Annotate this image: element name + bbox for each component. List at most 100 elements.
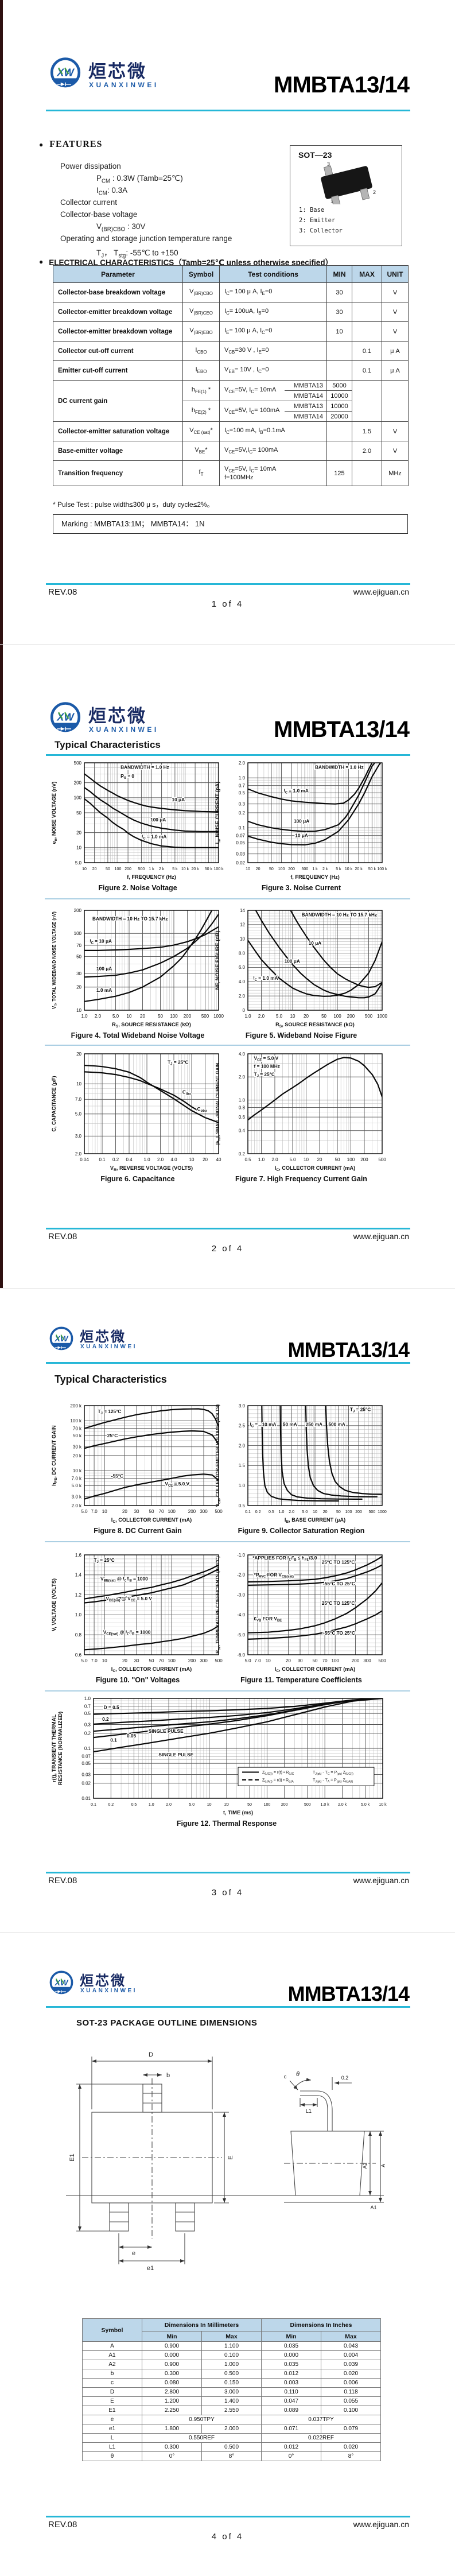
svg-text:-1.0: -1.0 [237,1553,245,1558]
svg-text:10: 10 [102,1509,107,1514]
svg-text:200: 200 [355,1510,362,1514]
svg-text:50: 50 [321,1014,326,1019]
logo-xxw-icon: XW [50,702,81,732]
svg-text:7.0: 7.0 [255,1658,262,1663]
svg-text:10: 10 [82,867,87,871]
marking-box: Marking : MMBTA13:1M； MMBTA14： 1N [53,514,408,534]
table-row: θ 0° 8° 0° 8° [82,2451,382,2461]
svg-text:RS, SOURCE RESISTANCE (kΩ): RS, SOURCE RESISTANCE (kΩ) [275,1022,355,1029]
figure-caption: Figure 5. Wideband Noise Figure [245,1031,357,1039]
svg-text:100 μA: 100 μA [294,818,309,824]
svg-text:50: 50 [106,867,110,871]
svg-text:30: 30 [134,1658,139,1663]
brand-name-en: XUANXINWEI [89,726,159,734]
svg-text:10: 10 [76,1081,81,1087]
svg-text:TJ(pk) - TC = P(pk) ZθJC(t): TJ(pk) - TC = P(pk) ZθJC(t) [313,1771,353,1776]
svg-text:200 k: 200 k [70,1403,82,1409]
features-list: Power dissipation PCM : 0.3W (Tamb=25℃) IC… [0,0,455,644]
logo-xxw-icon: XW [50,57,81,88]
svg-text:5.0: 5.0 [81,1509,88,1514]
feature-item: Collector current [60,198,118,207]
svg-text:-3.0: -3.0 [237,1592,245,1597]
table-row: Parameter Symbol Test conditions MIN MAX UNIT [53,265,409,283]
svg-text:2.0: 2.0 [239,1443,246,1448]
bullet-icon: ● [39,258,44,266]
brand-name-cn: 烜芯微 [80,1329,126,1345]
svg-text:10: 10 [240,937,245,942]
svg-text:50: 50 [76,954,81,959]
svg-text:20: 20 [140,1014,145,1019]
svg-text:8.0: 8.0 [239,951,246,956]
svg-text:7.0: 7.0 [91,1658,98,1663]
figure-caption: Figure 6. Capacitance [100,1175,175,1183]
svg-text:TJ(pk) - TA = P(pk) ZθJA(t): TJ(pk) - TA = P(pk) ZθJA(t) [313,1779,353,1784]
dim-A-label: A [380,2164,386,2167]
table-row: b 0.300 0.500 0.012 0.020 [82,2369,382,2379]
footer-rule [46,1228,410,1229]
svg-text:7.0: 7.0 [91,1509,98,1514]
svg-text:IC, COLLECTOR CURRENT (mA): IC, COLLECTOR CURRENT (mA) [111,1517,192,1524]
svg-text:1.0: 1.0 [239,1097,246,1103]
svg-text:2.0: 2.0 [75,1151,82,1157]
svg-text:6.0: 6.0 [239,965,246,970]
svg-text:200: 200 [360,1157,368,1162]
fig6-curves [84,1065,219,1123]
svg-text:r(t), TRANSIENT THERMAL: r(t), TRANSIENT THERMAL [51,1714,57,1782]
svg-text:t, TIME (ms): t, TIME (ms) [223,1810,253,1815]
svg-text:1.5: 1.5 [239,1463,246,1468]
table-row: A2 0.900 1.000 0.035 0.039 [82,2360,382,2369]
svg-text:IC, COLLECTOR CURRENT (mA): IC, COLLECTOR CURRENT (mA) [111,1666,192,1673]
svg-text:0.2: 0.2 [239,1151,246,1157]
header-rule [46,2006,410,2008]
svg-text:10 μA: 10 μA [172,797,185,802]
svg-text:0.5: 0.5 [84,1711,91,1716]
svg-text:RS, SOURCE RESISTANCE (kΩ): RS, SOURCE RESISTANCE (kΩ) [112,1022,191,1029]
svg-text:500: 500 [365,1014,373,1019]
svg-text:20: 20 [304,1014,309,1019]
part-number-title: MMBTA13/14 [287,1982,410,2005]
figure-fig8: 5.0 7.0 10 20 30 50 70 100 200 300 500 2.0 k 3.0 k 5.… [49,1401,227,1535]
svg-text:10: 10 [189,1157,195,1162]
svg-text:500: 500 [201,1014,209,1019]
table-row: Emitter cut-off current IEBO VEB= 10V , IC… [53,360,409,381]
feature-item: ICM: 0.3A [96,186,128,197]
svg-text:20: 20 [76,1052,81,1057]
svg-text:12: 12 [240,922,245,928]
fig11-canvas: 5.0 7.0 10 20 30 50 70 100 200 300 500 -6.0 -5.0 -4.0… [215,1553,386,1673]
svg-text:70: 70 [76,943,81,948]
svg-text:ZθJC(t) = r(t) • RθJC: ZθJC(t) = r(t) • RθJC [262,1771,294,1776]
svg-text:2.5: 2.5 [239,1423,246,1429]
dim-e1-label: e1 [147,2265,154,2272]
svg-text:XW: XW [56,67,75,79]
revision-label: REV.08 [48,1232,77,1242]
svg-text:0.1: 0.1 [245,1510,251,1514]
page-number: 3 of 4 [211,1888,244,1898]
sot23-package-image: 3 2 1 [321,161,376,204]
row-separator [45,1690,410,1692]
svg-text:100: 100 [115,867,122,871]
figure-caption: Figure 9. Collector Saturation Region [238,1527,365,1535]
svg-text:100 k: 100 k [70,1418,82,1423]
svg-text:20: 20 [76,985,81,990]
svg-text:0.05: 0.05 [236,840,245,845]
figure-caption: Figure 8. DC Current Gain [94,1527,182,1535]
fig4-curves [84,910,219,1002]
svg-text:f = 100 MHz: f = 100 MHz [254,1063,280,1069]
svg-text:1.2: 1.2 [75,1592,82,1597]
fig3-curves [248,763,382,845]
typical-characteristics-heading: Typical Characteristics [55,1374,167,1385]
table-row: Transition frequency fT VCE=5V, IC= 10mA f=… [53,460,409,486]
svg-text:50 k: 50 k [368,867,376,871]
svg-text:100: 100 [74,796,82,801]
fig5-curves [248,910,382,999]
table-row: A1 0.000 0.100 0.000 0.004 [82,2350,382,2360]
svg-text:f, FREQUENCY (Hz): f, FREQUENCY (Hz) [127,874,176,880]
svg-text:20: 20 [323,1510,328,1514]
page-1: ● FEATURES Power dissipation PCM : 0.3W (… [0,0,455,644]
dim-A1-label: A1 [370,2205,376,2210]
package-name: SOT—23 [298,150,332,160]
fig12-canvas: 0.1 0.2 0.5 1.0 2.0 5.0 10 20 50 100 200 500 1.0 k 2.… [51,1696,387,1815]
figure-caption: Figure 7. High Frequency Current Gain [235,1175,367,1183]
svg-text:20: 20 [92,867,97,871]
